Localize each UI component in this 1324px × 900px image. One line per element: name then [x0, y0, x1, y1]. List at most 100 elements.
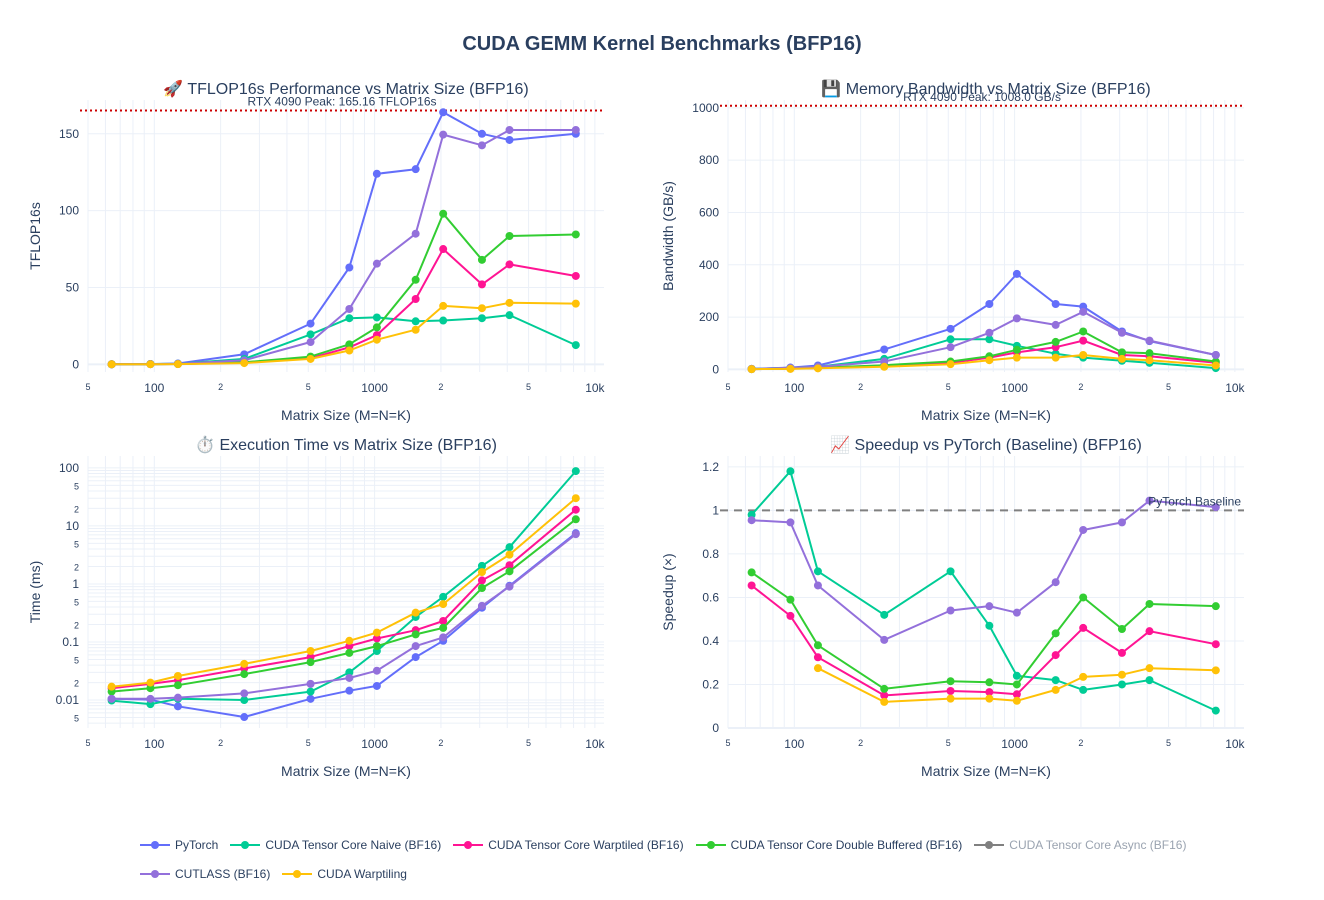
data-point[interactable]: [1012, 671, 1021, 680]
data-point[interactable]: [505, 125, 514, 134]
data-point[interactable]: [571, 515, 580, 524]
data-point[interactable]: [505, 260, 514, 269]
data-point[interactable]: [880, 345, 889, 354]
data-point[interactable]: [1012, 696, 1021, 705]
data-point[interactable]: [946, 567, 955, 576]
data-point[interactable]: [372, 681, 381, 690]
data-point[interactable]: [1012, 269, 1021, 278]
data-point[interactable]: [240, 713, 249, 722]
series-cutlass-bf16[interactable]: [107, 530, 580, 703]
data-point[interactable]: [345, 648, 354, 657]
data-point[interactable]: [1051, 651, 1060, 660]
data-point[interactable]: [240, 670, 249, 679]
data-point[interactable]: [571, 271, 580, 280]
data-point[interactable]: [439, 600, 448, 609]
data-point[interactable]: [946, 677, 955, 686]
data-point[interactable]: [107, 360, 116, 369]
legend-item-cutlass-bf16[interactable]: CUTLASS (BF16): [140, 867, 270, 881]
data-point[interactable]: [571, 125, 580, 134]
data-point[interactable]: [173, 671, 182, 680]
data-point[interactable]: [1211, 361, 1220, 370]
data-point[interactable]: [1211, 351, 1220, 359]
data-point[interactable]: [985, 678, 994, 687]
data-point[interactable]: [173, 702, 182, 711]
data-point[interactable]: [439, 209, 448, 218]
data-point[interactable]: [1145, 356, 1154, 365]
data-point[interactable]: [372, 628, 381, 637]
data-point[interactable]: [946, 694, 955, 703]
data-point[interactable]: [306, 338, 315, 347]
data-point[interactable]: [439, 245, 448, 254]
data-point[interactable]: [1145, 627, 1154, 636]
data-point[interactable]: [985, 602, 994, 611]
data-point[interactable]: [571, 341, 580, 350]
data-point[interactable]: [1145, 336, 1154, 345]
data-point[interactable]: [1012, 353, 1021, 362]
data-point[interactable]: [946, 606, 955, 615]
data-point[interactable]: [946, 360, 955, 369]
data-point[interactable]: [240, 696, 249, 705]
data-point[interactable]: [345, 673, 354, 682]
data-point[interactable]: [411, 165, 420, 174]
legend-item-cuda-tensor-core-warptiled-bf16[interactable]: CUDA Tensor Core Warptiled (BF16): [453, 838, 684, 852]
legend-item-cuda-tensor-core-naive-bf16[interactable]: CUDA Tensor Core Naive (BF16): [230, 838, 441, 852]
data-point[interactable]: [985, 335, 994, 344]
data-point[interactable]: [1079, 307, 1088, 316]
data-point[interactable]: [946, 343, 955, 352]
data-point[interactable]: [1117, 648, 1126, 657]
data-point[interactable]: [345, 686, 354, 695]
data-point[interactable]: [880, 635, 889, 644]
data-point[interactable]: [1051, 300, 1060, 308]
data-point[interactable]: [747, 568, 756, 577]
data-point[interactable]: [439, 316, 448, 325]
legend-item-cuda-tensor-core-double-buffered-bf16[interactable]: CUDA Tensor Core Double Buffered (BF16): [695, 838, 962, 852]
data-point[interactable]: [173, 681, 182, 690]
data-point[interactable]: [1079, 336, 1088, 345]
data-point[interactable]: [1211, 666, 1220, 675]
data-point[interactable]: [505, 298, 514, 307]
data-point[interactable]: [1211, 640, 1220, 649]
data-point[interactable]: [880, 362, 889, 371]
data-point[interactable]: [107, 682, 116, 691]
data-point[interactable]: [439, 592, 448, 601]
data-point[interactable]: [1117, 670, 1126, 679]
legend-item-cuda-tensor-core-async-bf16[interactable]: CUDA Tensor Core Async (BF16): [974, 838, 1186, 852]
data-point[interactable]: [477, 255, 486, 264]
series-cutlass-bf16[interactable]: [107, 125, 580, 369]
data-point[interactable]: [1079, 327, 1088, 336]
series-cuda-tensor-core-double-buffered-bf16[interactable]: [747, 568, 1220, 693]
data-point[interactable]: [571, 530, 580, 539]
data-point[interactable]: [477, 561, 486, 570]
data-point[interactable]: [477, 576, 486, 585]
data-point[interactable]: [505, 561, 514, 570]
data-point[interactable]: [985, 300, 994, 308]
data-point[interactable]: [571, 467, 580, 476]
data-point[interactable]: [345, 636, 354, 645]
data-point[interactable]: [372, 634, 381, 643]
data-point[interactable]: [505, 550, 514, 559]
series-cutlass-bf16[interactable]: [747, 496, 1220, 644]
data-point[interactable]: [880, 697, 889, 706]
data-point[interactable]: [1012, 690, 1021, 699]
data-point[interactable]: [1145, 664, 1154, 673]
data-point[interactable]: [439, 633, 448, 642]
data-point[interactable]: [1051, 337, 1060, 346]
data-point[interactable]: [1117, 328, 1126, 337]
data-point[interactable]: [240, 359, 249, 368]
series-cuda-tensor-core-naive-bf16[interactable]: [747, 467, 1220, 715]
data-point[interactable]: [240, 659, 249, 668]
data-point[interactable]: [372, 666, 381, 675]
data-point[interactable]: [880, 610, 889, 619]
data-point[interactable]: [505, 582, 514, 591]
data-point[interactable]: [411, 295, 420, 304]
data-point[interactable]: [1211, 706, 1220, 715]
data-point[interactable]: [411, 317, 420, 326]
data-point[interactable]: [813, 567, 822, 576]
data-point[interactable]: [146, 360, 155, 369]
data-point[interactable]: [345, 346, 354, 355]
data-point[interactable]: [571, 299, 580, 308]
data-point[interactable]: [985, 356, 994, 365]
data-point[interactable]: [372, 169, 381, 178]
data-point[interactable]: [477, 280, 486, 289]
data-point[interactable]: [411, 630, 420, 639]
